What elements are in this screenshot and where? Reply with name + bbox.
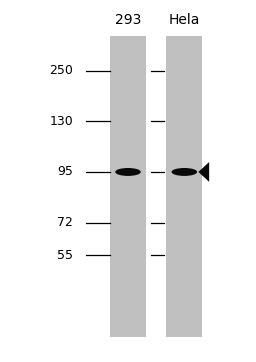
Ellipse shape <box>172 168 197 176</box>
Text: 95: 95 <box>57 165 73 178</box>
Text: Hela: Hela <box>169 13 200 27</box>
Text: 250: 250 <box>49 64 73 77</box>
Text: 293: 293 <box>115 13 141 27</box>
Text: 130: 130 <box>49 115 73 128</box>
Text: 72: 72 <box>57 216 73 229</box>
Polygon shape <box>198 162 209 182</box>
Bar <box>166 36 202 337</box>
Bar <box>110 36 146 337</box>
Ellipse shape <box>115 168 141 176</box>
Text: 55: 55 <box>57 249 73 262</box>
